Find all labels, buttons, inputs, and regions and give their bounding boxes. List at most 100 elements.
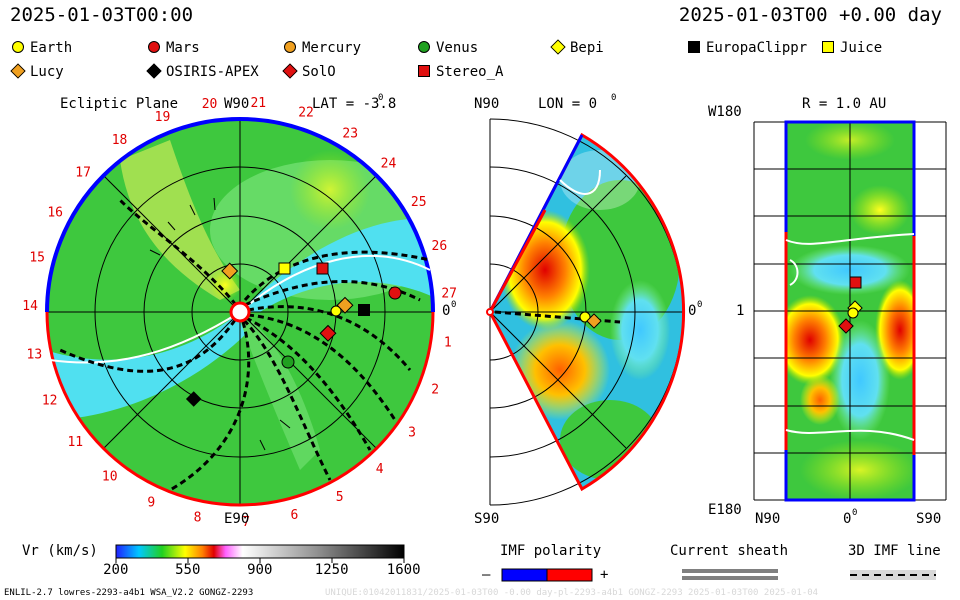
legend-item-mercury: Mercury: [284, 40, 361, 56]
carrington-label: 2: [431, 383, 439, 398]
meridional-lon-degree: 0: [611, 93, 617, 103]
carrington-label: 21: [250, 96, 266, 111]
radial-x-right: S90: [916, 511, 942, 527]
legend-item-juice: Juice: [822, 40, 882, 56]
meridional-right-degree: 0: [697, 300, 703, 310]
legend-item-osiris-apex: OSIRIS-APEX: [146, 63, 259, 80]
square-icon: [822, 41, 834, 53]
circle-icon: [148, 41, 160, 53]
meridional-earth-marker: [579, 311, 591, 323]
carrington-label: 10: [102, 470, 118, 485]
square-icon: [688, 41, 700, 53]
ecliptic-lat-degree: 0: [378, 93, 384, 103]
legend-item-stereo-a: Stereo_A: [418, 64, 503, 80]
radial-stereo-a-marker: [849, 276, 862, 289]
circle-icon: [284, 41, 296, 53]
carrington-label: 13: [27, 347, 43, 362]
mars-marker: [388, 286, 402, 300]
carrington-label: 4: [376, 462, 384, 477]
meridional-bepi-marker: [586, 313, 602, 329]
vr-colorbar: [115, 544, 405, 563]
carrington-label: 24: [381, 157, 397, 172]
ecliptic-lat-label: LAT = -3.8: [312, 96, 397, 112]
carrington-label: 27: [441, 287, 457, 302]
legend-label: Mars: [166, 40, 200, 56]
juice-marker: [278, 262, 291, 275]
carrington-label: 8: [194, 511, 202, 526]
imf-minus: –: [482, 567, 491, 583]
ecliptic-top-label: W90: [224, 96, 250, 112]
carrington-label: 23: [342, 126, 358, 141]
meridional-panel: [486, 118, 686, 506]
current-sheath-label: Current sheath: [670, 543, 789, 559]
carrington-label: 18: [112, 133, 128, 148]
legend-label: Stereo_A: [436, 64, 504, 80]
radial-bottom-left: E180: [708, 502, 742, 518]
carrington-label: 12: [42, 394, 58, 409]
radial-top-left: W180: [708, 104, 742, 120]
bepi-marker: [336, 296, 354, 314]
carrington-label: 5: [336, 490, 344, 505]
legend-item-solo: SolO: [282, 63, 336, 80]
ecliptic-right-degree: 0: [451, 300, 457, 310]
legend-item-earth: Earth: [12, 40, 72, 56]
legend-item-lucy: Lucy: [10, 63, 64, 80]
legend-item-venus: Venus: [418, 40, 478, 56]
lucy-marker: [221, 262, 239, 280]
ecliptic-objects: [185, 262, 402, 407]
carrington-label: 14: [22, 299, 38, 314]
meridional-bottom-label: S90: [474, 511, 500, 527]
footer-right: UNIQUE:01042011831/2025-01-03T00 -0.00 d…: [325, 588, 819, 598]
radial-earth-marker: [847, 307, 859, 319]
radial-mid-left: 1: [736, 303, 745, 319]
ecliptic-title: Ecliptic Plane: [60, 96, 179, 112]
imf-line-swatch: [850, 570, 936, 580]
right-timestamp: 2025-01-03T00 +0.00 day: [678, 4, 942, 26]
radial-title: R = 1.0 AU: [802, 96, 887, 112]
legend-label: Mercury: [302, 40, 362, 56]
legend-label: Bepi: [570, 40, 604, 56]
square-icon: [418, 65, 430, 77]
radial-x-mid: 0: [843, 511, 852, 527]
legend-label: OSIRIS-APEX: [166, 64, 259, 80]
meridional-top-label: N90: [474, 96, 500, 112]
carrington-label: 16: [47, 205, 63, 220]
radial-panel: [753, 120, 947, 502]
colorbar-tick-label: 1250: [314, 562, 349, 578]
colorbar-label: Vr (km/s): [22, 543, 98, 559]
legend-item-europaclippr: EuropaClippr: [688, 40, 807, 56]
radial-x-left: N90: [755, 511, 781, 527]
colorbar-tick-label: 1600: [386, 562, 421, 578]
carrington-label: 17: [75, 165, 91, 180]
carrington-label: 15: [29, 251, 45, 266]
imf-line-label: 3D IMF line: [848, 543, 941, 559]
stereo-a-marker: [316, 262, 329, 275]
earth-marker: [330, 305, 342, 317]
imf-polarity-label: IMF polarity: [500, 543, 602, 559]
solo-marker: [319, 324, 337, 342]
carrington-label: 26: [432, 239, 448, 254]
radial-solo-marker: [838, 318, 854, 334]
meridional-lon-label: LON = 0: [538, 96, 598, 112]
carrington-label: 6: [290, 508, 298, 523]
legend-item-mars: Mars: [148, 40, 200, 56]
meridional-right-label: 0: [688, 303, 697, 319]
colorbar-tick-label: 550: [175, 562, 201, 578]
radial-x-degree: 0: [852, 508, 858, 518]
venus-marker: [281, 355, 295, 369]
colorbar-tick-label: 900: [247, 562, 273, 578]
carrington-label: 19: [155, 110, 171, 125]
carrington-label: 20: [202, 97, 218, 112]
current-sheath-swatch: [682, 569, 778, 580]
ecliptic-bottom-label: E90: [224, 511, 250, 527]
carrington-label: 9: [147, 495, 155, 510]
colorbar-tick-label: 200: [103, 562, 129, 578]
legend-item-bepi: Bepi: [550, 39, 604, 56]
circle-icon: [418, 41, 430, 53]
circle-icon: [12, 41, 24, 53]
europaclippr-marker: [358, 304, 370, 316]
carrington-label: 22: [298, 106, 314, 121]
